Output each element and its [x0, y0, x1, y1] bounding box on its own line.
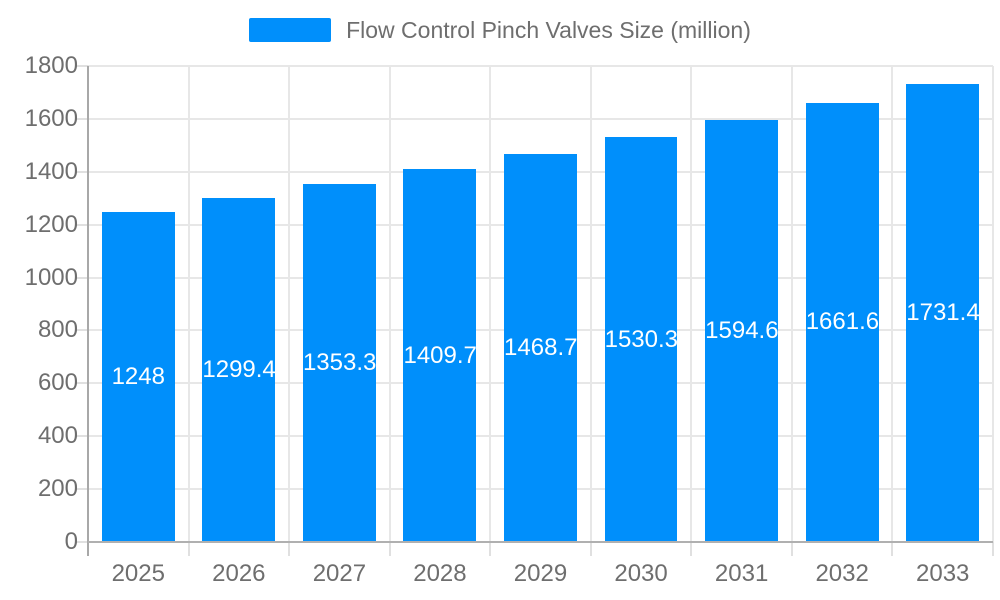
- x-axis-tick-label-2026: 2026: [212, 560, 266, 587]
- y-axis-tick-label: 800: [37, 316, 78, 344]
- gridline-vertical: [891, 66, 894, 542]
- x-axis-tick-label-2031: 2031: [714, 560, 769, 587]
- bar-2032[interactable]: [805, 102, 879, 542]
- x-axis-tick-label-2030: 2030: [614, 560, 668, 587]
- bar-2027[interactable]: [302, 184, 376, 542]
- x-axis-tick-label-2027: 2027: [312, 560, 367, 587]
- y-axis-tick-label: 600: [37, 369, 78, 397]
- x-axis-tick-label-2028: 2028: [413, 560, 467, 587]
- y-axis-tick: [76, 329, 88, 332]
- x-axis-tick-label-2029: 2029: [513, 560, 568, 587]
- y-axis-tick-label: 1400: [24, 157, 78, 185]
- legend-label: Flow Control Pinch Valves Size (million): [346, 17, 751, 43]
- x-axis-tick: [690, 542, 693, 556]
- y-axis-tick: [76, 65, 88, 67]
- y-axis-tick-label: 1800: [24, 52, 78, 79]
- chart-legend[interactable]: Flow Control Pinch Valves Size (million): [0, 18, 1000, 42]
- y-axis-tick-label: 1600: [24, 104, 78, 132]
- x-axis-tick: [489, 542, 492, 556]
- bar-2029[interactable]: [504, 153, 577, 542]
- gridline-vertical: [790, 66, 793, 542]
- x-axis-tick: [187, 542, 190, 556]
- x-axis-tick: [288, 542, 291, 556]
- x-axis-tick: [589, 542, 592, 556]
- gridline-vertical: [690, 66, 693, 542]
- y-axis-tick: [76, 488, 88, 491]
- x-axis-tick-label-2032: 2032: [815, 560, 869, 587]
- gridline-vertical: [187, 66, 190, 542]
- bar-2028[interactable]: [403, 169, 477, 542]
- bar-2033[interactable]: [906, 84, 980, 542]
- bar-2025[interactable]: [101, 211, 175, 542]
- gridline-vertical: [288, 66, 291, 542]
- gridline-vertical: [992, 66, 994, 542]
- y-axis-tick: [76, 435, 88, 438]
- y-axis-tick: [76, 541, 88, 543]
- y-axis-tick: [76, 276, 88, 279]
- y-axis-tick: [76, 382, 88, 385]
- y-axis-tick: [76, 117, 88, 120]
- y-axis-tick-label: 200: [37, 475, 78, 503]
- gridline-horizontal: [88, 65, 993, 67]
- y-axis-tick-label: 400: [37, 422, 78, 450]
- bar-2031[interactable]: [705, 120, 779, 542]
- x-axis-line: [88, 541, 993, 543]
- x-axis-tick-label-2033: 2033: [916, 560, 970, 587]
- bar-2026[interactable]: [202, 198, 276, 542]
- legend-swatch-icon: [249, 18, 332, 42]
- x-axis-tick: [388, 542, 391, 556]
- gridline-vertical: [388, 66, 391, 542]
- gridline-vertical: [589, 66, 592, 542]
- x-axis-tick: [992, 542, 994, 556]
- y-axis-tick-label: 1200: [24, 210, 78, 238]
- x-axis-tick: [891, 542, 894, 556]
- y-axis-line: [87, 66, 89, 556]
- gridline-vertical: [489, 66, 492, 542]
- y-axis-tick-label: 0: [64, 528, 78, 555]
- x-axis-tick-label-2025: 2025: [111, 560, 165, 587]
- gridline-horizontal: [88, 117, 993, 120]
- bar-2030[interactable]: [604, 137, 678, 542]
- y-axis-tick: [76, 223, 88, 226]
- y-axis-tick-label: 1000: [24, 263, 78, 291]
- y-axis-tick: [76, 170, 88, 173]
- x-axis-tick: [790, 542, 793, 556]
